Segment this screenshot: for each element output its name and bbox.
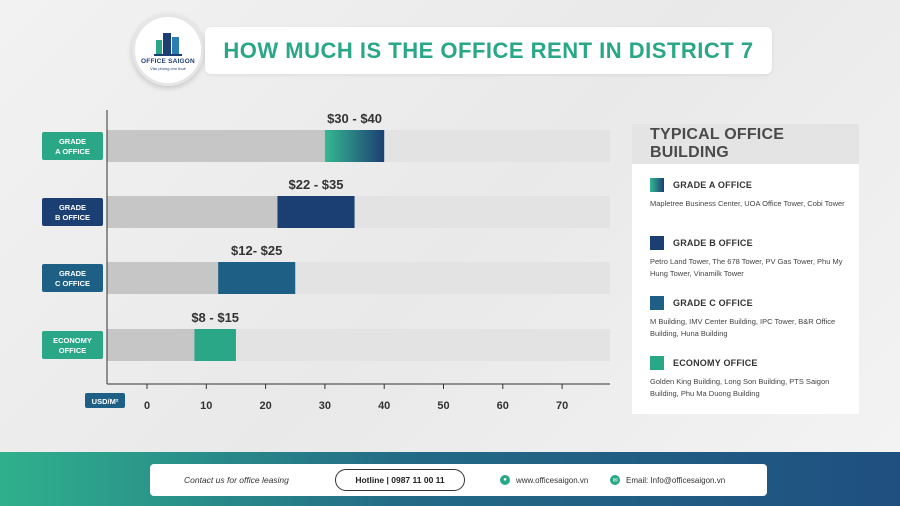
category-label: A OFFICE bbox=[55, 147, 90, 156]
legend-label: GRADE B OFFICE bbox=[673, 238, 753, 248]
legend-desc: Mapletree Business Center, UOA Office To… bbox=[650, 199, 845, 208]
bar-range bbox=[218, 262, 296, 294]
range-label: $30 - $40 bbox=[327, 111, 382, 126]
category-label: C OFFICE bbox=[55, 279, 90, 288]
category-label-box bbox=[42, 198, 103, 226]
x-tick-label: 10 bbox=[200, 400, 212, 412]
x-tick-label: 40 bbox=[378, 400, 390, 412]
legend-desc: M Building, IMV Center Building, IPC Tow… bbox=[650, 317, 836, 338]
x-tick-label: 0 bbox=[144, 400, 150, 412]
bar-base bbox=[107, 262, 219, 294]
range-label: $22 - $35 bbox=[289, 177, 344, 192]
footer: Contact us for office leasing Hotline | … bbox=[0, 452, 900, 506]
legend-swatch-economy bbox=[650, 356, 664, 370]
legend-item-grade-b: GRADE B OFFICE Petro Land Tower, The 678… bbox=[650, 236, 850, 280]
category-label: OFFICE bbox=[59, 346, 87, 355]
category-label-box bbox=[42, 132, 103, 160]
category-label: B OFFICE bbox=[55, 213, 90, 222]
legend-swatch-grade-b bbox=[650, 236, 664, 250]
logo-name: OFFICE SAIGON bbox=[141, 57, 195, 65]
bar-base bbox=[107, 329, 195, 361]
logo: OFFICE SAIGON Văn phòng cho thuê bbox=[132, 14, 204, 86]
legend-label: GRADE A OFFICE bbox=[673, 180, 753, 190]
legend-title: TYPICAL OFFICE BUILDING bbox=[632, 124, 859, 164]
legend-label: GRADE C OFFICE bbox=[673, 298, 753, 308]
x-tick-label: 50 bbox=[437, 400, 449, 412]
email-link[interactable]: ✉ Email: Info@officesaigon.vn bbox=[610, 475, 725, 485]
legend-item-grade-c: GRADE C OFFICE M Building, IMV Center Bu… bbox=[650, 296, 850, 340]
legend-desc: Golden King Building, Long Son Building,… bbox=[650, 377, 830, 398]
unit-label-box bbox=[85, 393, 125, 408]
legend-desc: Petro Land Tower, The 678 Tower, PV Gas … bbox=[650, 257, 843, 278]
contact-card: Contact us for office leasing Hotline | … bbox=[150, 464, 767, 496]
hotline-button[interactable]: Hotline | 0987 11 00 11 bbox=[335, 469, 465, 491]
building-logo-icon bbox=[154, 32, 182, 56]
legend-item-economy: ECONOMY OFFICE Golden King Building, Lon… bbox=[650, 356, 850, 400]
category-label-box bbox=[42, 264, 103, 292]
bar-base bbox=[107, 196, 278, 228]
unit-label: USD/M² bbox=[92, 397, 119, 406]
email-text: Email: Info@officesaigon.vn bbox=[626, 475, 726, 485]
category-label: ECONOMY bbox=[53, 336, 92, 345]
range-label: $8 - $15 bbox=[191, 310, 239, 325]
title-bar: HOW MUCH IS THE OFFICE RENT IN DISTRICT … bbox=[205, 27, 772, 74]
range-label: $12- $25 bbox=[231, 243, 282, 258]
legend-panel: TYPICAL OFFICE BUILDING GRADE A OFFICE M… bbox=[632, 124, 859, 414]
globe-icon: ● bbox=[500, 475, 510, 485]
bar-range bbox=[194, 329, 236, 361]
x-tick-label: 30 bbox=[319, 400, 331, 412]
legend-swatch-grade-a bbox=[650, 178, 664, 192]
x-tick-label: 20 bbox=[259, 400, 271, 412]
category-label: GRADE bbox=[59, 203, 86, 212]
legend-item-grade-a: GRADE A OFFICE Mapletree Business Center… bbox=[650, 178, 850, 210]
category-label: GRADE bbox=[59, 269, 86, 278]
legend-swatch-grade-c bbox=[650, 296, 664, 310]
legend-label: ECONOMY OFFICE bbox=[673, 358, 758, 368]
category-label-box bbox=[42, 331, 103, 359]
x-tick-label: 60 bbox=[497, 400, 509, 412]
mail-icon: ✉ bbox=[610, 475, 620, 485]
bar-base bbox=[107, 130, 325, 162]
category-label: GRADE bbox=[59, 137, 86, 146]
website-link[interactable]: ● www.officesaigon.vn bbox=[500, 475, 588, 485]
bar-range bbox=[324, 130, 385, 162]
chart-title: HOW MUCH IS THE OFFICE RENT IN DISTRICT … bbox=[223, 37, 754, 63]
x-tick-label: 70 bbox=[556, 400, 568, 412]
bar-range bbox=[277, 196, 355, 228]
website-text: www.officesaigon.vn bbox=[516, 475, 589, 485]
contact-text: Contact us for office leasing bbox=[184, 475, 289, 485]
logo-tagline: Văn phòng cho thuê bbox=[150, 65, 186, 71]
